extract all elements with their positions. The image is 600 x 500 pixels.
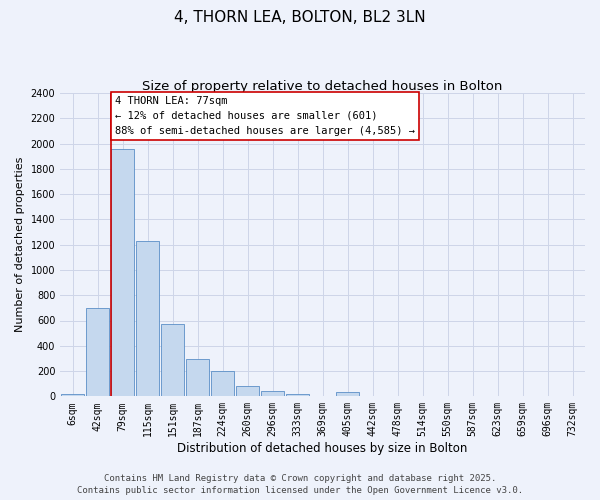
Bar: [112, 148, 134, 396]
Bar: [236, 386, 259, 396]
Bar: [61, 394, 84, 396]
X-axis label: Distribution of detached houses by size in Bolton: Distribution of detached houses by size …: [178, 442, 468, 455]
Bar: [337, 392, 359, 396]
Bar: [136, 241, 159, 396]
Bar: [262, 390, 284, 396]
Text: 4, THORN LEA, BOLTON, BL2 3LN: 4, THORN LEA, BOLTON, BL2 3LN: [174, 10, 426, 25]
Bar: [286, 394, 309, 396]
Text: Contains HM Land Registry data © Crown copyright and database right 2025.
Contai: Contains HM Land Registry data © Crown c…: [77, 474, 523, 495]
Y-axis label: Number of detached properties: Number of detached properties: [15, 157, 25, 332]
Bar: [161, 324, 184, 396]
Title: Size of property relative to detached houses in Bolton: Size of property relative to detached ho…: [142, 80, 503, 93]
Bar: [187, 359, 209, 397]
Bar: [86, 308, 109, 396]
Bar: [211, 371, 234, 396]
Text: 4 THORN LEA: 77sqm
← 12% of detached houses are smaller (601)
88% of semi-detach: 4 THORN LEA: 77sqm ← 12% of detached hou…: [115, 96, 415, 136]
